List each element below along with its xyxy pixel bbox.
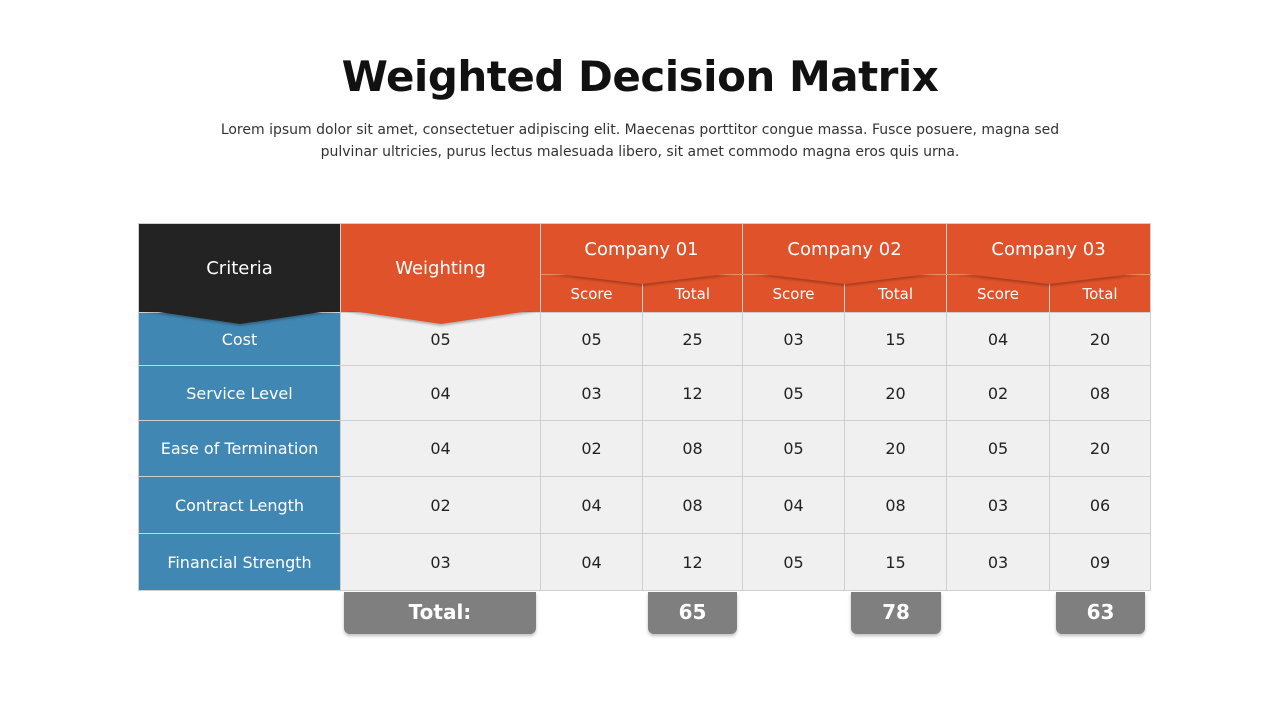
score-cell: 04 [742,476,846,534]
total-cell: 08 [1049,365,1152,421]
total-cell: 15 [844,312,948,366]
chevron-down-icon [144,310,335,324]
table-row: Cost 05 05 25 03 15 04 20 [138,312,1152,366]
criterion-cell: Service Level [138,365,341,421]
total-cell: 08 [844,476,948,534]
total-cell: 15 [844,533,948,591]
chevron-down-icon [752,273,937,284]
score-cell: 03 [742,312,846,366]
chevron-down-icon [549,273,734,284]
score-cell: 04 [540,533,643,591]
table-row: Ease of Termination 04 02 08 05 20 05 20 [138,420,1152,477]
total-cell: 08 [641,420,744,477]
criteria-header: Criteria [138,223,341,324]
weight-cell: 04 [340,365,541,421]
company-02-header: Company 02 [742,223,948,284]
total-cell: 20 [1049,312,1152,366]
company-02-total-tab: 78 [851,592,941,634]
score-cell: 04 [946,312,1051,366]
decision-matrix-table: Criteria Weighting Company 01 Company 02… [138,223,1152,591]
total-cell: 12 [641,365,744,421]
total-cell: 08 [641,476,744,534]
company-01-label: Company 01 [584,238,699,260]
score-cell: 03 [946,533,1051,591]
company-01-total-tab: 65 [648,592,737,634]
total-cell: 12 [641,533,744,591]
weight-cell: 02 [340,476,541,534]
page-title: Weighted Decision Matrix [341,52,939,101]
score-cell: 05 [742,420,846,477]
chevron-down-icon [956,273,1141,284]
table-row: Contract Length 02 04 08 04 08 03 06 [138,476,1152,534]
weighting-header-label: Weighting [395,257,486,279]
score-cell: 05 [742,365,846,421]
score-cell: 02 [946,365,1051,421]
total-cell: 20 [844,420,948,477]
criterion-cell: Contract Length [138,476,341,534]
table-row: Service Level 04 03 12 05 20 02 08 [138,365,1152,421]
table-row: Financial Strength 03 04 12 05 15 03 09 [138,533,1152,591]
weight-cell: 03 [340,533,541,591]
criterion-cell: Financial Strength [138,533,341,591]
criteria-header-label: Criteria [206,257,273,279]
score-cell: 05 [946,420,1051,477]
page-subtitle: Lorem ipsum dolor sit amet, consectetuer… [220,122,1060,160]
score-cell: 04 [540,476,643,534]
company-03-total-tab: 63 [1056,592,1145,634]
weight-cell: 04 [340,420,541,477]
total-cell: 20 [844,365,948,421]
criterion-cell: Ease of Termination [138,420,341,477]
company-02-label: Company 02 [787,238,902,260]
score-cell: 02 [540,420,643,477]
total-cell: 20 [1049,420,1152,477]
chevron-down-icon [345,310,536,324]
company-03-header: Company 03 [946,223,1152,284]
total-cell: 06 [1049,476,1152,534]
total-label-tab: Total: [344,592,536,634]
weighting-header: Weighting [340,223,541,324]
score-cell: 05 [540,312,643,366]
score-cell: 05 [742,533,846,591]
score-cell: 03 [946,476,1051,534]
company-01-header: Company 01 [539,223,744,284]
company-03-label: Company 03 [991,238,1106,260]
total-cell: 09 [1049,533,1152,591]
score-cell: 03 [540,365,643,421]
total-cell: 25 [641,312,744,366]
